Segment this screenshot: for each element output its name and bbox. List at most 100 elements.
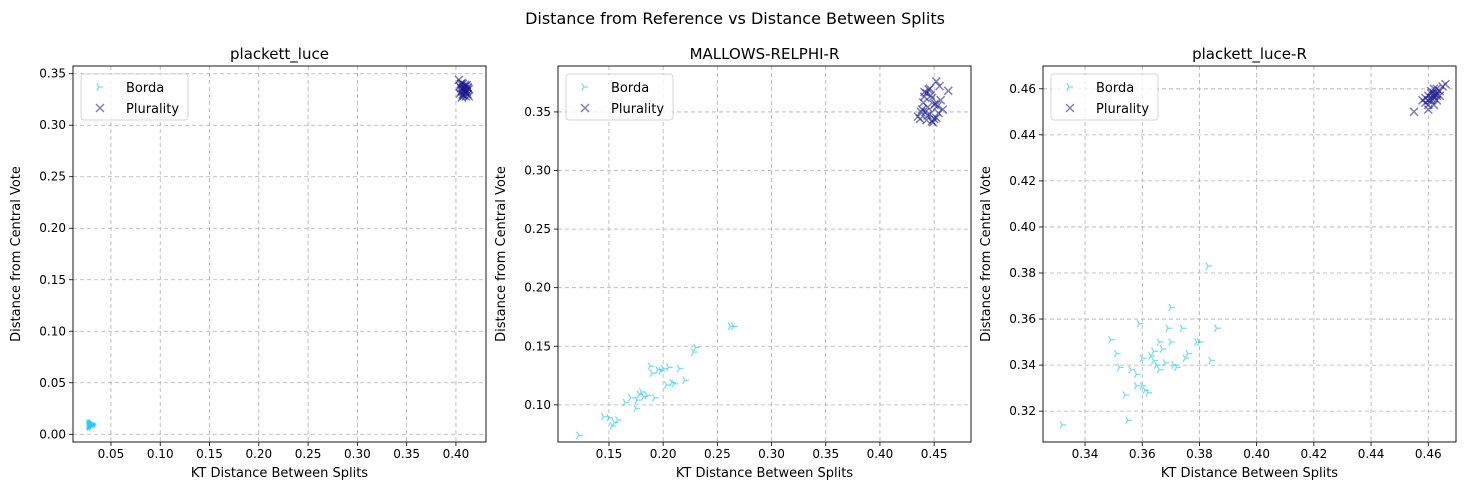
borda-point — [1139, 354, 1147, 363]
y-tick-label: 0.34 — [1009, 358, 1036, 372]
borda-point — [634, 396, 642, 405]
y-tick-label: 0.20 — [39, 221, 66, 235]
borda-point — [693, 343, 700, 352]
borda-point — [627, 393, 635, 402]
borda-point — [1153, 361, 1161, 370]
x-tick-label: 0.20 — [650, 447, 677, 461]
borda-point — [614, 416, 622, 425]
y-tick-label: 0.32 — [1009, 404, 1036, 418]
x-tick-label: 0.30 — [758, 447, 785, 461]
plurality-point — [463, 82, 473, 92]
plurality-point — [1409, 107, 1419, 117]
x-tick-label: 0.05 — [98, 447, 125, 461]
legend: Borda Plurality — [565, 73, 674, 121]
borda-point — [665, 363, 673, 372]
x-tick-label: 0.25 — [704, 447, 731, 461]
plurality-point — [457, 92, 467, 102]
x-tick-label: 0.10 — [147, 447, 174, 461]
borda-point — [682, 376, 690, 385]
plurality-point — [935, 81, 945, 91]
borda-point — [1182, 354, 1190, 363]
x-tick-label: 0.46 — [1415, 447, 1442, 461]
legend: Borda Plurality — [80, 73, 189, 121]
borda-point — [87, 420, 95, 428]
legend-marker-borda — [1066, 83, 1074, 91]
plurality-point — [925, 83, 935, 94]
y-axis-label: Distance from Central Vote — [9, 166, 24, 342]
y-axis-label: Distance from Central Vote — [494, 166, 509, 342]
borda-point — [660, 364, 668, 373]
series-plurality — [913, 76, 953, 128]
chart-panel-3: 0.34 0.36 0.38 0.40 0.42 0.44 0.46 0.32 0.34 0.36… — [979, 45, 1457, 481]
chart-title: plackett_luce — [230, 45, 329, 64]
borda-point — [575, 431, 583, 440]
x-tick-label: 0.35 — [393, 447, 420, 461]
borda-point — [690, 348, 698, 357]
legend-box — [565, 73, 674, 121]
borda-point — [1196, 338, 1204, 347]
y-tick-label: 0.10 — [39, 324, 66, 338]
plurality-point — [936, 95, 946, 105]
x-tick-label: 0.25 — [295, 447, 322, 461]
borda-point — [1122, 391, 1130, 399]
y-tick-label: 0.00 — [39, 427, 66, 441]
borda-point — [1113, 349, 1121, 358]
y-tick-label: 0.05 — [39, 376, 66, 390]
plurality-point — [915, 114, 925, 124]
figure-title: Distance from Reference vs Distance Betw… — [525, 9, 945, 28]
x-tick-label: 0.36 — [1129, 447, 1156, 461]
y-tick-label: 0.15 — [524, 339, 551, 353]
y-tick-label: 0.15 — [39, 273, 66, 287]
legend-label: Borda — [1096, 81, 1134, 96]
y-tick-label: 0.40 — [1009, 220, 1036, 234]
legend: Borda Plurality — [1050, 73, 1159, 121]
borda-point — [1208, 356, 1216, 365]
borda-point — [1133, 370, 1141, 379]
borda-point — [1059, 420, 1067, 429]
legend-label: Plurality — [1096, 102, 1149, 117]
plurality-point — [1440, 79, 1450, 89]
borda-point — [647, 362, 655, 371]
plurality-point — [1432, 95, 1442, 105]
borda-point — [1185, 349, 1193, 358]
borda-point — [1159, 345, 1167, 353]
plurality-point — [923, 102, 933, 112]
series-borda — [1059, 262, 1221, 429]
borda-point — [1139, 381, 1147, 390]
legend-label: Borda — [126, 81, 164, 96]
legend-label: Plurality — [126, 102, 179, 117]
borda-point — [730, 322, 738, 331]
x-axis-label: KT Distance Between Splits — [191, 466, 368, 481]
legend-box — [80, 73, 189, 121]
borda-point — [1156, 338, 1164, 347]
chart-panels: 0.05 0.10 0.15 0.20 0.25 0.30 0.35 0.40 0.00 0.05… — [9, 45, 1457, 481]
axes-frame — [72, 65, 487, 443]
x-tick-label: 0.40 — [1243, 447, 1270, 461]
x-tick-label: 0.30 — [344, 447, 371, 461]
legend-marker-plurality — [95, 103, 105, 113]
x-tick-label: 0.40 — [443, 447, 470, 461]
borda-point — [1213, 324, 1221, 333]
borda-point — [600, 412, 608, 421]
plurality-point — [460, 87, 470, 97]
plurality-point — [943, 86, 953, 96]
legend-label: Plurality — [611, 102, 664, 117]
x-tick-label: 0.15 — [596, 447, 623, 461]
borda-point — [1145, 388, 1153, 397]
plot-area — [1043, 66, 1456, 442]
plot-area — [73, 66, 486, 442]
x-tick-label: 0.15 — [196, 447, 223, 461]
x-tick-label: 0.40 — [867, 447, 894, 461]
borda-point — [1128, 365, 1136, 374]
series-plurality — [1409, 79, 1450, 117]
y-tick-label: 0.35 — [524, 105, 551, 119]
plurality-point — [1429, 84, 1439, 94]
borda-point — [651, 393, 659, 402]
x-tick-label: 0.38 — [1186, 447, 1213, 461]
plurality-point — [922, 88, 932, 98]
chart-panel-1: 0.05 0.10 0.15 0.20 0.25 0.30 0.35 0.40 0.00 0.05… — [9, 45, 487, 481]
y-tick-label: 0.36 — [1009, 312, 1036, 326]
x-tick-label: 0.34 — [1072, 447, 1099, 461]
x-tick-label: 0.20 — [245, 447, 272, 461]
